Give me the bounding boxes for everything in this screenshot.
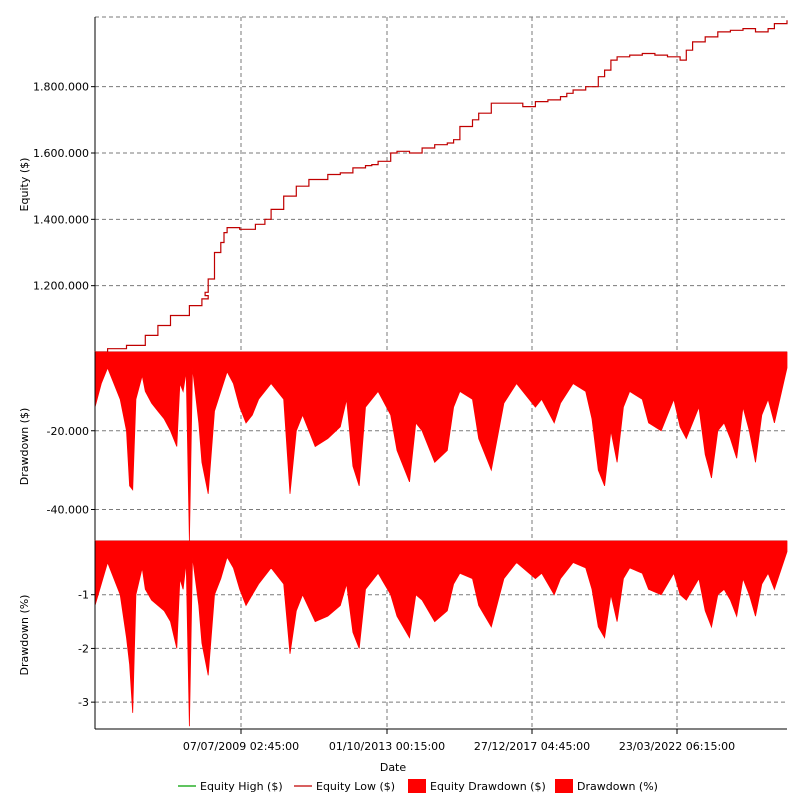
legend-swatch bbox=[408, 779, 426, 793]
y-tick-label: -40.000 bbox=[47, 504, 89, 517]
x-tick-label: 07/07/2009 02:45:00 bbox=[183, 740, 299, 753]
y-tick-label: -2 bbox=[78, 642, 89, 655]
legend-entry: Equity Drawdown ($) bbox=[408, 779, 546, 793]
chart-panels: 1.200.000 1.400.000 1.600.000 1.800.000 Equi… bbox=[18, 16, 788, 730]
legend-label: Equity Drawdown ($) bbox=[430, 780, 546, 793]
legend-entry: Equity Low ($) bbox=[294, 780, 395, 793]
legend-swatch bbox=[555, 779, 573, 793]
y-tick-label: 1.800.000 bbox=[33, 81, 89, 94]
series-drawdown-percent-area bbox=[94, 540, 788, 727]
x-tick-label: 23/03/2022 06:15:00 bbox=[619, 740, 735, 753]
x-tick-label: 01/10/2013 00:15:00 bbox=[329, 740, 445, 753]
panel-3: -1 -2 -3 Drawdown (%) bbox=[18, 540, 788, 730]
legend: Equity High ($) Equity Low ($) Equity Draw… bbox=[178, 779, 658, 793]
y-axis-title: Drawdown ($) bbox=[18, 408, 31, 486]
x-axis: 07/07/2009 02:45:00 01/10/2013 00:15:00 27… bbox=[183, 729, 735, 753]
y-axis-title: Drawdown (%) bbox=[18, 595, 31, 676]
panel-1: 1.200.000 1.400.000 1.600.000 1.800.000 Equi… bbox=[18, 16, 788, 353]
y-tick-label: 1.200.000 bbox=[33, 280, 89, 293]
y-tick-label: -20.000 bbox=[47, 425, 89, 438]
series-equity-low-line bbox=[95, 20, 788, 353]
x-axis-title: Date bbox=[380, 761, 407, 774]
y-tick-label: 1.400.000 bbox=[33, 213, 89, 226]
y-axis-title: Equity ($) bbox=[18, 158, 31, 212]
series-equity-drawdown-area bbox=[94, 351, 788, 542]
legend-label: Equity High ($) bbox=[200, 780, 283, 793]
legend-entry: Drawdown (%) bbox=[555, 779, 658, 793]
y-tick-label: 1.600.000 bbox=[33, 147, 89, 160]
legend-entry: Equity High ($) bbox=[178, 780, 283, 793]
x-tick-label: 27/12/2017 04:45:00 bbox=[474, 740, 590, 753]
legend-label: Drawdown (%) bbox=[577, 780, 658, 793]
y-tick-label: -3 bbox=[78, 696, 89, 709]
panel-2: -20.000 -40.000 Drawdown ($) bbox=[18, 351, 788, 542]
legend-label: Equity Low ($) bbox=[316, 780, 395, 793]
y-tick-label: -1 bbox=[78, 589, 89, 602]
